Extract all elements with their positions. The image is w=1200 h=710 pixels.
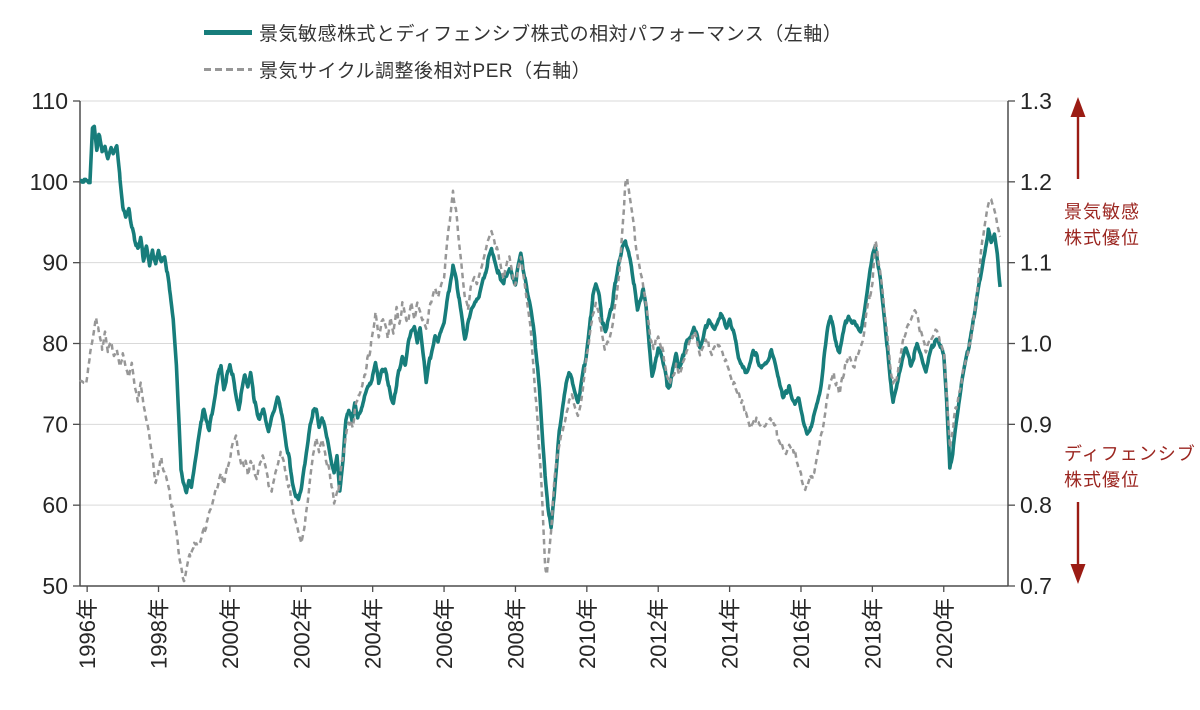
y-axis-right-label: 1.3 — [1020, 88, 1052, 114]
y-axis-right-label: 0.8 — [1020, 492, 1052, 518]
legend-item-relative-performance: 景気敏感株式とディフェンシブ株式の相対パフォーマンス（左軸） — [204, 14, 842, 51]
dashed-line-swatch-icon — [204, 68, 252, 71]
up-arrowhead-icon — [1070, 97, 1086, 117]
solid-line-swatch-icon — [204, 30, 252, 35]
x-axis-label: 2008年 — [503, 598, 528, 669]
y-axis-right-label: 0.9 — [1020, 411, 1052, 437]
x-axis-label: 1996年 — [75, 598, 100, 669]
annotation-line: ディフェンシブ — [1064, 444, 1196, 464]
chart-legend: 景気敏感株式とディフェンシブ株式の相対パフォーマンス（左軸） 景気サイクル調整後… — [204, 14, 842, 88]
annotation-line: 株式優位 — [1064, 470, 1140, 490]
y-axis-left-label: 110 — [31, 88, 68, 114]
y-axis-right-label: 1.1 — [1020, 250, 1052, 276]
legend-label: 景気敏感株式とディフェンシブ株式の相対パフォーマンス（左軸） — [259, 24, 843, 45]
series-relative-per-line — [79, 177, 1002, 583]
y-axis-left-label: 100 — [30, 169, 68, 195]
x-axis-label: 2020年 — [932, 598, 957, 669]
annotation-cyclical-advantage: 景気敏感 株式優位 — [1064, 199, 1200, 251]
x-axis-label: 2014年 — [718, 598, 743, 669]
down-arrowhead-icon — [1070, 564, 1086, 584]
x-axis-label: 2006年 — [432, 598, 457, 669]
y-axis-left-label: 70 — [42, 411, 68, 437]
x-axis-label: 2000年 — [218, 598, 243, 669]
y-axis-left-label: 80 — [42, 331, 68, 357]
x-axis-label: 2018年 — [860, 598, 885, 669]
y-axis-right-label: 0.7 — [1020, 573, 1052, 599]
y-axis-left-label: 90 — [42, 250, 68, 276]
x-axis-label: 1998年 — [147, 598, 172, 669]
annotation-defensive-advantage: ディフェンシブ 株式優位 — [1064, 441, 1200, 493]
legend-item-relative-per: 景気サイクル調整後相対PER（右軸） — [204, 51, 842, 88]
series-relative-performance-line — [78, 124, 1002, 530]
x-axis-label: 2012年 — [646, 598, 671, 669]
x-axis-label: 2004年 — [361, 598, 386, 669]
x-axis-label: 2010年 — [575, 598, 600, 669]
y-axis-right-label: 1.0 — [1020, 331, 1052, 357]
annotation-line: 景気敏感 — [1064, 202, 1140, 222]
y-axis-left-label: 60 — [42, 492, 68, 518]
y-axis-left-label: 50 — [42, 573, 68, 599]
legend-label: 景気サイクル調整後相対PER（右軸） — [259, 61, 592, 82]
annotation-line: 株式優位 — [1064, 228, 1140, 248]
y-axis-right-label: 1.2 — [1020, 169, 1052, 195]
x-axis-label: 2002年 — [289, 598, 314, 669]
x-axis-label: 2016年 — [789, 598, 814, 669]
